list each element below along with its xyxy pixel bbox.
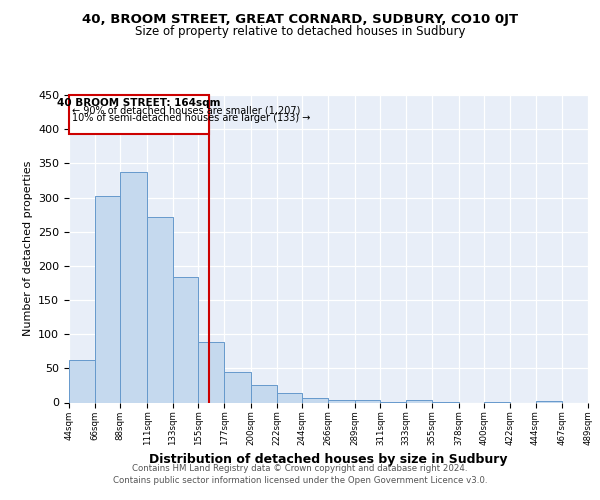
Bar	[121, 172, 147, 402]
Bar	[251, 386, 277, 402]
Text: 10% of semi-detached houses are larger (133) →: 10% of semi-detached houses are larger (…	[73, 114, 311, 124]
Bar	[147, 218, 173, 402]
Bar	[406, 400, 432, 402]
Bar	[328, 400, 355, 402]
Bar	[355, 400, 380, 402]
Bar	[173, 277, 199, 402]
Text: 40 BROOM STREET: 164sqm: 40 BROOM STREET: 164sqm	[57, 98, 221, 108]
Bar	[277, 393, 302, 402]
Text: Size of property relative to detached houses in Sudbury: Size of property relative to detached ho…	[135, 25, 465, 38]
Bar	[69, 360, 95, 403]
Text: 40, BROOM STREET, GREAT CORNARD, SUDBURY, CO10 0JT: 40, BROOM STREET, GREAT CORNARD, SUDBURY…	[82, 12, 518, 26]
Text: ← 90% of detached houses are smaller (1,207): ← 90% of detached houses are smaller (1,…	[73, 106, 301, 116]
Bar	[302, 398, 328, 402]
Text: Contains HM Land Registry data © Crown copyright and database right 2024.: Contains HM Land Registry data © Crown c…	[132, 464, 468, 473]
Y-axis label: Number of detached properties: Number of detached properties	[23, 161, 32, 336]
Bar	[95, 196, 121, 402]
Bar	[199, 342, 224, 402]
Bar	[536, 401, 562, 402]
Text: Contains public sector information licensed under the Open Government Licence v3: Contains public sector information licen…	[113, 476, 487, 485]
Bar	[224, 372, 251, 402]
Bar	[69, 95, 209, 134]
X-axis label: Distribution of detached houses by size in Sudbury: Distribution of detached houses by size …	[149, 454, 508, 466]
